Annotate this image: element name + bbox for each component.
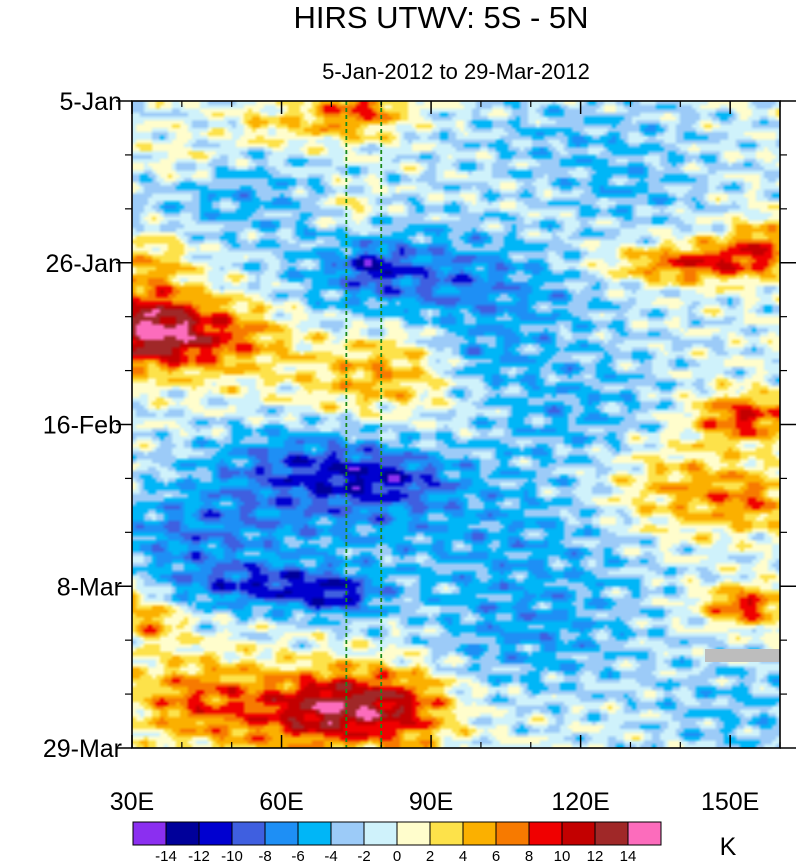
colorbar-swatch <box>462 821 497 846</box>
colorbar-swatch <box>396 821 431 846</box>
x-tick-label: 30E <box>110 788 154 816</box>
colorbar-swatch <box>132 821 167 846</box>
y-tick-label: 8-Mar <box>57 573 122 601</box>
x-tick-label: 120E <box>551 788 609 816</box>
colorbar-swatch <box>231 821 266 846</box>
colorbar-swatch <box>165 821 200 846</box>
colorbar-tick-label: 8 <box>525 848 533 863</box>
colorbar-tick-label: 10 <box>554 848 571 863</box>
y-tick-label: 29-Mar <box>43 735 122 763</box>
colorbar-tick-label: 6 <box>492 848 500 863</box>
y-tick-label: 16-Feb <box>43 412 122 440</box>
colorbar-tick-label: 2 <box>426 848 434 863</box>
colorbar-tick-label: -2 <box>357 848 370 863</box>
y-axis-tick-labels: 5-Jan 26-Jan 16-Feb 8-Mar 29-Mar <box>43 88 122 763</box>
colorbar-swatch <box>363 821 398 846</box>
colorbar <box>132 821 662 846</box>
y-tick-label: 5-Jan <box>59 88 122 116</box>
colorbar-tick-label: -4 <box>324 848 337 863</box>
colorbar-swatch <box>528 821 563 846</box>
colorbar-tick-label: -8 <box>258 848 271 863</box>
colorbar-tick-label: 4 <box>459 848 467 863</box>
colorbar-tick-label: -6 <box>291 848 304 863</box>
plot-frame <box>131 100 781 749</box>
heatmap-field <box>132 101 780 748</box>
colorbar-tick-label: -12 <box>188 848 210 863</box>
missing-data-patch <box>705 649 780 662</box>
x-tick-label: 90E <box>409 788 453 816</box>
colorbar-tick-label: 12 <box>587 848 604 863</box>
colorbar-swatch <box>198 821 233 846</box>
colorbar-swatch <box>594 821 629 846</box>
colorbar-swatch <box>429 821 464 846</box>
colorbar-labels: -14 -12 -10 -8 -6 -4 -2 0 2 4 6 8 10 12 14 <box>155 848 636 863</box>
colorbar-swatch <box>561 821 596 846</box>
y-tick-label: 26-Jan <box>46 250 122 278</box>
chart-title: HIRS UTWV: 5S - 5N <box>293 0 588 35</box>
x-axis-tick-labels: 30E 60E 90E 120E 150E <box>110 788 760 816</box>
colorbar-tick-label: -10 <box>221 848 243 863</box>
colorbar-tick-label: -14 <box>155 848 177 863</box>
plot-area <box>132 101 780 748</box>
colorbar-swatch <box>264 821 299 846</box>
colorbar-unit: K <box>720 833 737 861</box>
axis-ticks <box>116 100 796 749</box>
colorbar-swatch <box>495 821 530 846</box>
colorbar-tick-label: 0 <box>393 848 401 863</box>
x-tick-label: 60E <box>259 788 303 816</box>
chart-subtitle: 5-Jan-2012 to 29-Mar-2012 <box>322 59 590 84</box>
colorbar-swatch <box>297 821 332 846</box>
x-tick-label: 150E <box>701 788 759 816</box>
reference-lines <box>345 101 383 748</box>
colorbar-tick-label: 14 <box>620 848 637 863</box>
colorbar-swatch <box>627 821 662 846</box>
colorbar-swatch <box>330 821 365 846</box>
